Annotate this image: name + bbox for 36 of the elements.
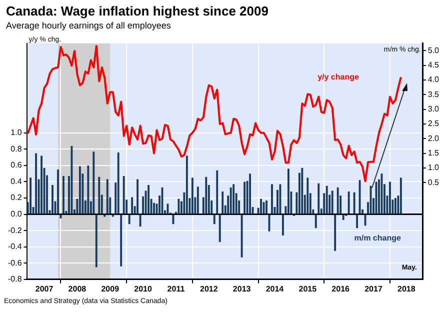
x-tick-label: 2007 [35,284,54,294]
y-tick-label: -0.4 [8,242,22,252]
y-tick-label: 0.4 [10,176,22,186]
chart-title: Canada: Wage inflation highest since 2009 [6,3,268,18]
y-tick-label: 0.2 [10,193,22,202]
y2-tick-label: 4.5 [428,60,440,70]
y2-tick-label: 3.5 [428,90,440,99]
x-tick-label: 2013 [232,284,252,294]
y2-tick-label: 3.0 [428,104,440,114]
x-tick-label: 2015 [298,284,318,294]
series-label: y/y change [318,72,360,82]
x-tick-label: 2010 [134,284,152,294]
y2-tick-label: 0.5 [428,178,440,187]
y-tick-label: -0.2 [8,226,22,235]
x-tick-label: 2018 [398,284,416,294]
y2-tick-label: 5.0 [428,46,440,55]
y-tick-label: 1.0 [10,128,22,138]
x-tick-label: 2017 [364,284,383,294]
x-tick-label: 2011 [167,284,186,294]
x-tick-label: 2016 [332,284,350,294]
y2-tick-label: 4.0 [428,75,440,84]
x-tick-label: 2008 [68,284,87,294]
y-tick-label: -0.8 [8,274,22,284]
chart-subtitle: Average hourly earnings of all employees [6,20,172,30]
y2-tick-label: 1.5 [428,148,440,158]
series-label: m/m change [354,234,402,242]
y2-tick-label: 1.0 [428,163,440,172]
y-tick-label: -0.6 [8,258,22,268]
y-tick-label: 0.6 [10,160,22,170]
y-tick-label: 0.8 [10,144,22,154]
x-tick-label: 2012 [200,284,218,294]
x-tick-label: 2014 [266,284,284,294]
y2-tick-label: 2.0 [428,134,440,143]
y2-tick-label: 2.5 [428,119,440,128]
y-tick-label: 0.0 [10,210,22,218]
x-tick-label: 2009 [101,284,120,294]
